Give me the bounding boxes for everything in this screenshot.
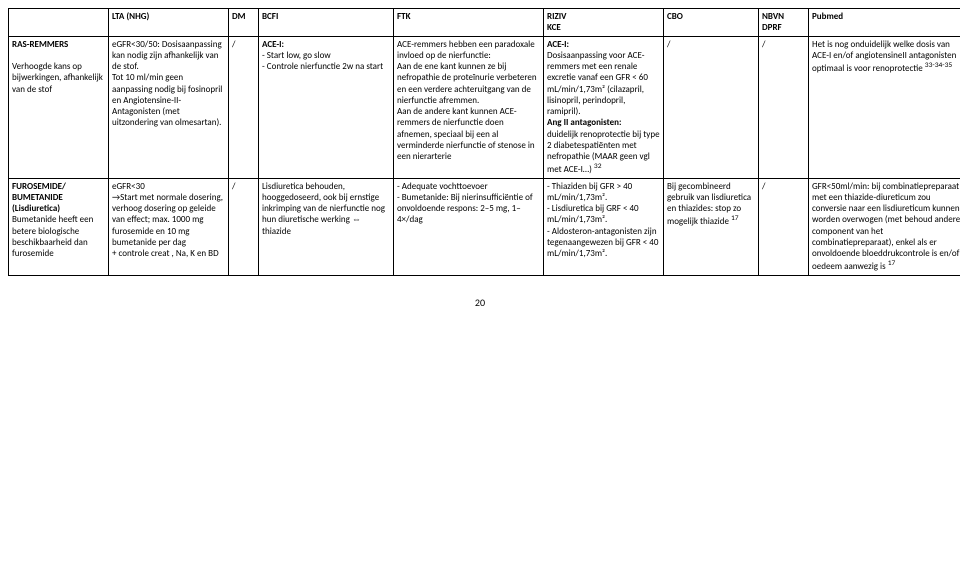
cell-dm: / [229, 36, 259, 178]
header-lta: LTA (NHG) [109, 9, 229, 37]
cell-cbo: / [664, 36, 759, 178]
cell-riziv: ACE-I:Dosisaanpassing voor ACE-remmers m… [544, 36, 664, 178]
header-pubmed: Pubmed [809, 9, 960, 37]
cell-dm: / [229, 178, 259, 275]
header-nbvn: NBVNDPRF [759, 9, 809, 37]
cell-ftk: - Adequate vochttoevoer- Bumetanide: Bij… [394, 178, 544, 275]
table-row: RAS-REMMERSVerhoogde kans op bijwerkinge… [9, 36, 960, 178]
cell-lta: eGFR<30→Start met normale dosering, verh… [109, 178, 229, 275]
header-cbo: CBO [664, 9, 759, 37]
header-bcfi: BCFI [259, 9, 394, 37]
header-row: LTA (NHG) DM BCFI FTK RIZIVKCE CBO NBVND… [9, 9, 960, 37]
cell-nbvn: / [759, 178, 809, 275]
medication-table: LTA (NHG) DM BCFI FTK RIZIVKCE CBO NBVND… [8, 8, 960, 276]
cell-pubmed: GFR<50ml/min: bij combinatiepreparaat me… [809, 178, 960, 275]
cell-drug: FUROSEMIDE/ BUMETANIDE (Lisdiuretica)Bum… [9, 178, 109, 275]
cell-cbo: Bij gecombineerd gebruik van lisdiuretic… [664, 178, 759, 275]
header-dm: DM [229, 9, 259, 37]
cell-drug: RAS-REMMERSVerhoogde kans op bijwerkinge… [9, 36, 109, 178]
header-riziv: RIZIVKCE [544, 9, 664, 37]
cell-bcfi: Lisdiuretica behouden, hooggedoseerd, oo… [259, 178, 394, 275]
table-row: FUROSEMIDE/ BUMETANIDE (Lisdiuretica)Bum… [9, 178, 960, 275]
page-number: 20 [8, 296, 952, 309]
cell-ftk: ACE-remmers hebben een paradoxale invloe… [394, 36, 544, 178]
cell-pubmed: Het is nog onduidelijk welke dosis van A… [809, 36, 960, 178]
cell-riziv: - Thiaziden bij GFR > 40 mL/min/1,73m².-… [544, 178, 664, 275]
cell-nbvn: / [759, 36, 809, 178]
cell-lta: eGFR<30/50: Dosisaanpassing kan nodig zi… [109, 36, 229, 178]
cell-bcfi: ACE-I:- Start low, go slow- Controle nie… [259, 36, 394, 178]
header-ftk: FTK [394, 9, 544, 37]
header-blank [9, 9, 109, 37]
